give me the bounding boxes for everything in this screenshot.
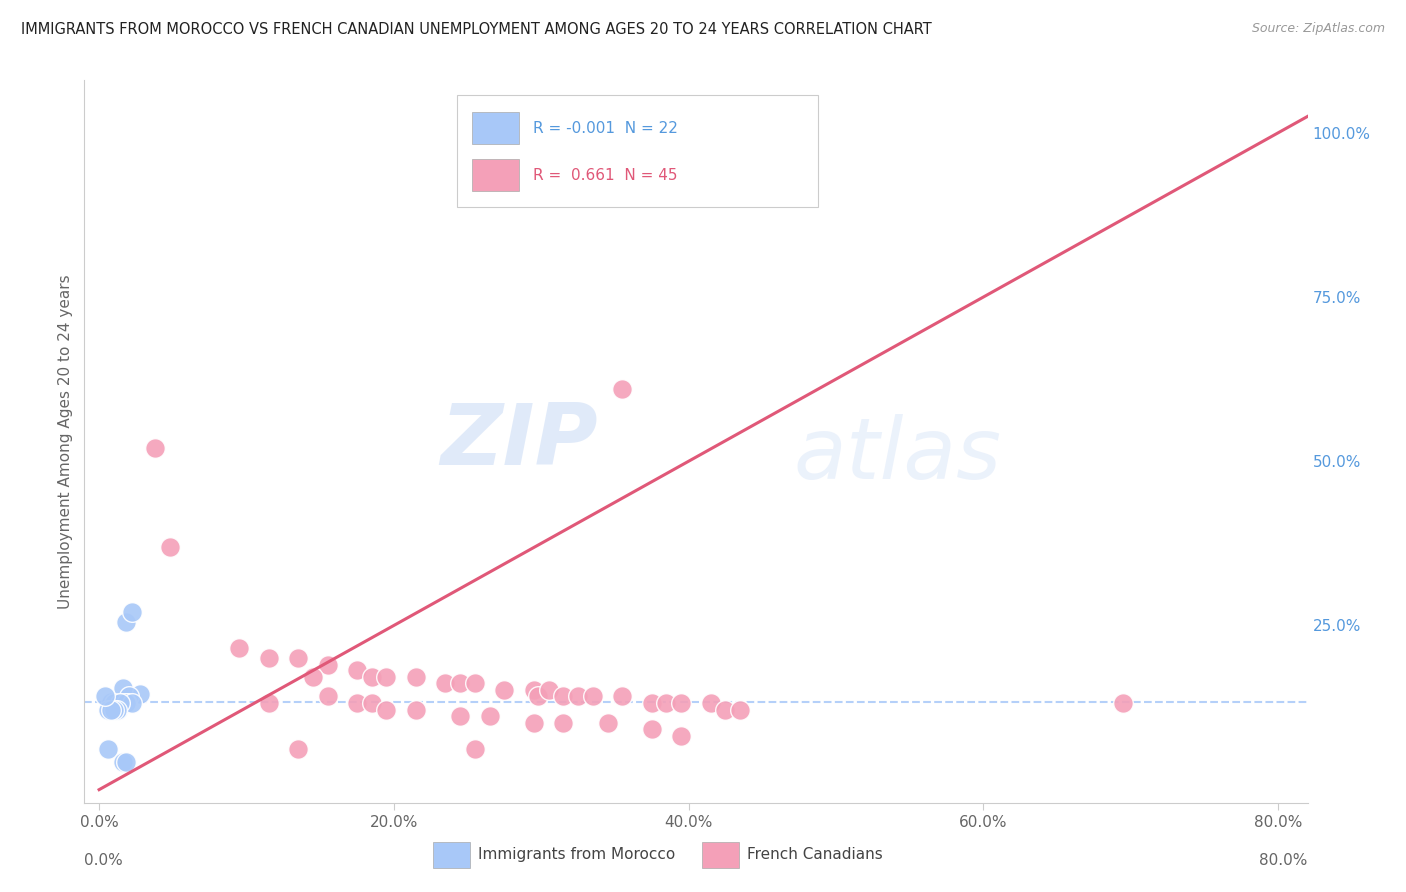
Point bbox=[523, 715, 546, 730]
FancyBboxPatch shape bbox=[472, 160, 519, 191]
Point bbox=[612, 382, 634, 396]
Point bbox=[523, 682, 546, 697]
Point bbox=[257, 651, 280, 665]
Point bbox=[728, 702, 751, 716]
Point bbox=[449, 676, 471, 690]
Text: atlas: atlas bbox=[794, 415, 1002, 498]
Point bbox=[301, 670, 323, 684]
FancyBboxPatch shape bbox=[702, 842, 738, 868]
Point bbox=[464, 742, 486, 756]
Point bbox=[117, 689, 139, 703]
Point bbox=[114, 696, 136, 710]
Point bbox=[103, 696, 125, 710]
Point bbox=[494, 682, 516, 697]
Point bbox=[115, 696, 138, 710]
Point bbox=[434, 676, 457, 690]
Point bbox=[1112, 696, 1135, 710]
Point bbox=[100, 695, 122, 709]
Point bbox=[114, 615, 136, 630]
Point bbox=[699, 696, 721, 710]
Point bbox=[97, 702, 120, 716]
Point bbox=[121, 696, 143, 710]
Text: R = -0.001  N = 22: R = -0.001 N = 22 bbox=[533, 120, 678, 136]
Point bbox=[449, 709, 471, 723]
Point bbox=[111, 681, 134, 695]
Point bbox=[346, 696, 368, 710]
Point bbox=[257, 696, 280, 710]
Point bbox=[671, 729, 693, 743]
Point bbox=[105, 702, 128, 716]
Point bbox=[360, 696, 382, 710]
Point bbox=[567, 690, 589, 704]
Point bbox=[596, 715, 619, 730]
Point bbox=[582, 690, 605, 704]
Point bbox=[94, 690, 117, 704]
Point bbox=[159, 540, 181, 554]
Text: ZIP: ZIP bbox=[440, 400, 598, 483]
Point bbox=[714, 702, 737, 716]
Point bbox=[228, 641, 250, 656]
Point bbox=[103, 702, 125, 716]
Text: IMMIGRANTS FROM MOROCCO VS FRENCH CANADIAN UNEMPLOYMENT AMONG AGES 20 TO 24 YEAR: IMMIGRANTS FROM MOROCCO VS FRENCH CANADI… bbox=[21, 22, 932, 37]
FancyBboxPatch shape bbox=[457, 95, 818, 207]
Point bbox=[129, 687, 152, 701]
Point bbox=[360, 670, 382, 684]
Point bbox=[316, 690, 339, 704]
Point bbox=[108, 696, 131, 710]
Point bbox=[375, 670, 398, 684]
Text: Source: ZipAtlas.com: Source: ZipAtlas.com bbox=[1251, 22, 1385, 36]
Y-axis label: Unemployment Among Ages 20 to 24 years: Unemployment Among Ages 20 to 24 years bbox=[58, 274, 73, 609]
Point bbox=[641, 696, 664, 710]
Point bbox=[97, 742, 120, 756]
Text: R =  0.661  N = 45: R = 0.661 N = 45 bbox=[533, 168, 678, 183]
Point bbox=[287, 651, 309, 665]
Text: 80.0%: 80.0% bbox=[1260, 854, 1308, 869]
Point bbox=[478, 709, 501, 723]
Point bbox=[105, 700, 128, 714]
Point bbox=[405, 670, 427, 684]
Text: Immigrants from Morocco: Immigrants from Morocco bbox=[478, 847, 675, 863]
Point bbox=[100, 702, 122, 716]
Point bbox=[121, 605, 143, 619]
Point bbox=[464, 676, 486, 690]
Point bbox=[405, 702, 427, 716]
Point bbox=[143, 441, 166, 455]
Point bbox=[553, 715, 575, 730]
Point bbox=[111, 755, 134, 769]
Point bbox=[346, 663, 368, 677]
Point bbox=[110, 696, 132, 710]
Text: French Canadians: French Canadians bbox=[748, 847, 883, 863]
Point bbox=[107, 702, 129, 716]
Point bbox=[553, 690, 575, 704]
Point bbox=[537, 682, 560, 697]
Point bbox=[287, 742, 309, 756]
Point bbox=[671, 696, 693, 710]
Point bbox=[527, 690, 550, 704]
Point bbox=[612, 690, 634, 704]
Point bbox=[114, 755, 136, 769]
Point bbox=[641, 723, 664, 737]
Point bbox=[316, 657, 339, 672]
FancyBboxPatch shape bbox=[433, 842, 470, 868]
Point bbox=[375, 702, 398, 716]
FancyBboxPatch shape bbox=[472, 112, 519, 145]
Text: 0.0%: 0.0% bbox=[84, 854, 124, 869]
Point bbox=[655, 696, 678, 710]
